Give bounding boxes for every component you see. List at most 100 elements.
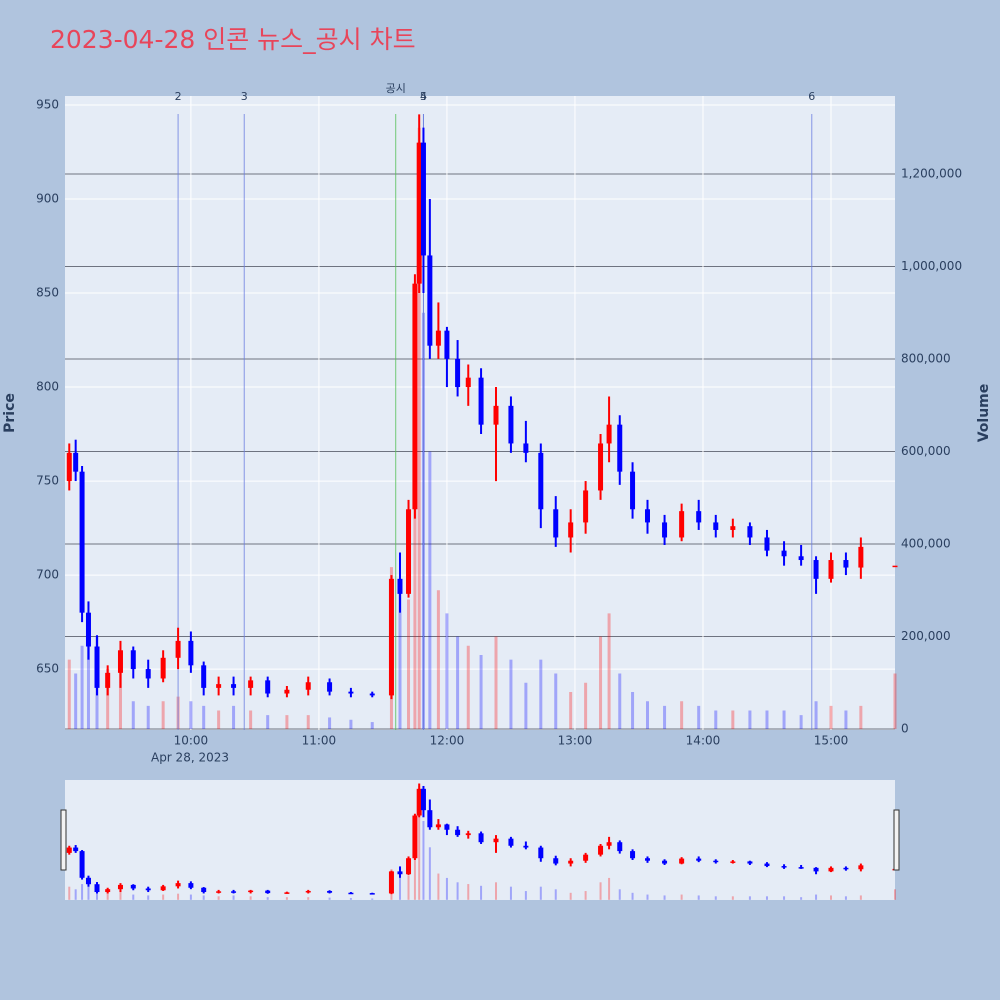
slider-candle-body	[713, 860, 719, 863]
volume-bar	[599, 636, 603, 730]
volume-bar	[306, 715, 310, 730]
event-label: 4	[420, 90, 427, 103]
volume-bar	[731, 710, 735, 730]
volume-bar	[328, 717, 332, 730]
candle-body	[465, 377, 471, 388]
slider-volume-bar	[217, 896, 220, 900]
candle-body	[201, 665, 207, 688]
volume-bar	[189, 701, 193, 730]
candle-body	[583, 490, 589, 523]
candle-body	[130, 650, 136, 670]
slider-volume-bar	[599, 882, 602, 900]
slider-handle-right[interactable]	[893, 809, 900, 871]
candle-body	[730, 526, 736, 530]
candle-body	[630, 471, 636, 510]
slider-candle-body	[843, 867, 849, 870]
slider-volume-bar	[859, 895, 862, 900]
slider-candle-body	[747, 861, 753, 864]
slider-candle-body	[435, 824, 441, 828]
slider-candle-body	[416, 788, 422, 816]
chart-title: 2023-04-28 인콘 뉴스_공시 차트	[50, 25, 416, 54]
volume-bar	[445, 613, 449, 730]
slider-candle-body	[455, 829, 461, 836]
slider-candle-body	[231, 891, 237, 893]
volume-bar	[86, 613, 90, 730]
slider-volume-bar	[147, 895, 150, 900]
slider-candle-body	[679, 858, 685, 864]
y-tick-label: 900	[36, 192, 59, 206]
slider-handle-left[interactable]	[60, 809, 67, 871]
slider-candle-body	[493, 838, 499, 843]
slider-candle-body	[188, 883, 194, 888]
volume-bar	[524, 682, 528, 730]
y-axis-title: Price	[2, 393, 18, 433]
y-tick-label: 850	[36, 286, 59, 300]
volume-bar	[67, 659, 71, 730]
slider-volume-bar	[162, 894, 165, 900]
candle-body	[420, 142, 426, 256]
slider-candle-body	[117, 884, 123, 890]
candle-body	[493, 405, 499, 425]
volume-bar	[782, 710, 786, 730]
slider-candle-body	[85, 877, 91, 885]
slider-candle-body	[813, 867, 819, 872]
volume-bar	[554, 673, 558, 730]
slider-volume-bar	[307, 897, 310, 900]
candle-body	[538, 452, 544, 510]
candle-body	[553, 509, 559, 538]
volume-bar	[631, 692, 635, 730]
candle-body	[66, 452, 72, 482]
slider-candle-body	[606, 842, 612, 846]
slider-candle-body	[644, 858, 650, 861]
slider-volume-bar	[815, 894, 818, 900]
slider-volume-bar	[249, 896, 252, 900]
slider-volume-bar	[495, 882, 498, 900]
slider-candle-body	[420, 788, 426, 811]
candle-body	[327, 682, 333, 692]
volume-bar	[370, 722, 374, 730]
volume-bar	[539, 659, 543, 730]
slider-candle-body	[858, 865, 864, 870]
candle-body	[662, 522, 668, 538]
slider-candle-body	[598, 845, 604, 855]
slider-volume-bar	[398, 873, 401, 900]
slider-volume-bar	[177, 893, 180, 900]
volume-bar	[607, 613, 611, 730]
volume-bar	[74, 673, 78, 730]
slider-candle-body	[397, 871, 403, 875]
slider-candle-body	[369, 893, 375, 895]
event-label: 공시	[386, 82, 406, 95]
candle-body	[117, 650, 123, 673]
candle-body	[94, 646, 100, 688]
slider-candle-body	[798, 867, 804, 869]
candle-body	[369, 693, 375, 696]
y2-tick-label: 600,000	[901, 444, 951, 458]
candle-body	[478, 377, 484, 425]
candle-body	[416, 142, 422, 284]
slider-volume-bar	[829, 895, 832, 900]
volume-bar	[844, 710, 848, 730]
volume-bar	[479, 655, 483, 730]
slider-volume-bar	[106, 888, 109, 900]
volume-bar	[232, 705, 236, 730]
event-label: 6	[808, 90, 815, 103]
slider-volume-bar	[445, 877, 448, 900]
candle-body	[813, 560, 819, 579]
x-date-label: Apr 28, 2023	[151, 751, 229, 765]
volume-bar	[118, 664, 122, 730]
candle-body	[284, 689, 290, 694]
candle-body	[764, 537, 770, 551]
volume-bar	[814, 701, 818, 730]
slider-candle-body	[568, 860, 574, 864]
volume-bar	[413, 497, 417, 730]
x-tick-label: 11:00	[302, 734, 337, 748]
slider-volume-bar	[74, 889, 77, 900]
slider-candle-body	[94, 884, 100, 893]
candle-body	[145, 669, 151, 679]
y2-tick-label: 1,200,000	[901, 167, 962, 181]
slider-volume-bar	[349, 898, 352, 900]
candle-body	[388, 578, 394, 696]
y2-axis-title: Volume	[976, 384, 992, 443]
candle-body	[79, 471, 85, 613]
